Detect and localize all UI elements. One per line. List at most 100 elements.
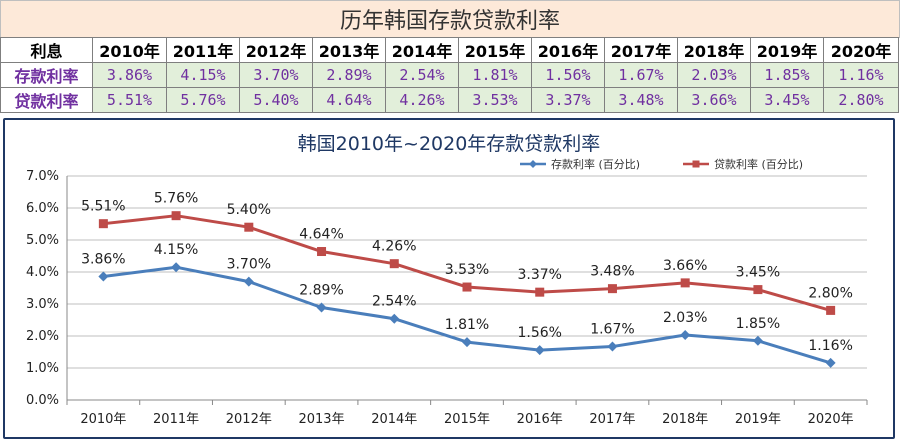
data-label: 3.66%: [663, 258, 707, 274]
data-label: 5.40%: [227, 202, 271, 218]
legend-marker: [529, 160, 537, 168]
data-label: 2.89%: [299, 283, 343, 299]
table-cell[interactable]: 2.54%: [385, 62, 459, 88]
table-cell[interactable]: 1.16%: [823, 62, 899, 88]
data-label: 1.67%: [590, 322, 634, 338]
y-tick-label: 3.0%: [26, 297, 59, 312]
table-cell[interactable]: 3.86%: [92, 62, 167, 88]
data-point: [244, 222, 254, 232]
data-label: 3.53%: [445, 262, 489, 278]
y-tick-label: 6.0%: [26, 201, 59, 216]
table-header-label[interactable]: 利息: [0, 37, 93, 63]
data-label: 4.64%: [299, 227, 343, 243]
x-tick-label: 2012年: [226, 412, 272, 427]
row-label-deposit[interactable]: 存款利率: [0, 62, 93, 88]
data-point: [826, 305, 836, 315]
data-point: [317, 247, 327, 257]
data-label: 3.48%: [590, 264, 634, 280]
chart-title: 韩国2010年~2020年存款贷款利率: [298, 133, 601, 155]
table-cell[interactable]: 1.67%: [604, 62, 678, 88]
data-label: 4.26%: [372, 239, 416, 255]
table-row-loan: 贷款利率 5.51% 5.76% 5.40% 4.64% 4.26% 3.53%…: [0, 87, 899, 113]
year-header[interactable]: 2017年: [604, 37, 678, 63]
y-tick-label: 0.0%: [26, 393, 59, 408]
x-tick-label: 2013年: [298, 412, 344, 427]
data-point: [752, 335, 763, 346]
data-label: 1.56%: [517, 325, 561, 341]
table-cell[interactable]: 4.64%: [312, 87, 386, 113]
table-cell[interactable]: 3.53%: [458, 87, 532, 113]
y-tick-label: 1.0%: [26, 361, 59, 376]
data-point: [171, 262, 182, 273]
year-header[interactable]: 2019年: [750, 37, 824, 63]
table-cell[interactable]: 3.70%: [239, 62, 313, 88]
data-label: 3.70%: [227, 257, 271, 273]
line-chart[interactable]: 韩国2010年~2020年存款贷款利率 0.0% 1.0% 2.0% 3.0% 4.0% 5…: [3, 118, 895, 439]
table-cell[interactable]: 2.80%: [823, 87, 899, 113]
y-tick-label: 4.0%: [26, 265, 59, 280]
data-label: 3.86%: [81, 251, 125, 267]
data-label: 2.03%: [663, 310, 707, 326]
x-tick-label: 2018年: [662, 412, 708, 427]
y-tick-label: 7.0%: [26, 169, 59, 184]
table-cell[interactable]: 2.89%: [312, 62, 386, 88]
x-tick-label: 2019年: [735, 412, 781, 427]
table-cell[interactable]: 5.40%: [239, 87, 313, 113]
data-point: [389, 313, 400, 324]
table-cell[interactable]: 3.66%: [677, 87, 751, 113]
data-label: 5.76%: [154, 191, 198, 207]
year-header[interactable]: 2015年: [458, 37, 532, 63]
table-cell[interactable]: 1.56%: [531, 62, 605, 88]
data-point: [389, 259, 399, 269]
data-label: 2.80%: [808, 285, 852, 301]
table-cell[interactable]: 4.26%: [385, 87, 459, 113]
year-header[interactable]: 2011年: [166, 37, 240, 63]
x-tick-label: 2020年: [808, 412, 854, 427]
y-tick-label: 2.0%: [26, 329, 59, 344]
data-point: [535, 287, 545, 297]
table-cell[interactable]: 1.81%: [458, 62, 532, 88]
data-point: [753, 285, 763, 295]
year-header[interactable]: 2013年: [312, 37, 386, 63]
table-cell[interactable]: 3.45%: [750, 87, 824, 113]
year-header[interactable]: 2016年: [531, 37, 605, 63]
table-row-deposit: 存款利率 3.86% 4.15% 3.70% 2.89% 2.54% 1.81%…: [0, 62, 899, 88]
series-line: [103, 265, 832, 365]
data-point: [825, 357, 836, 368]
data-label: 1.81%: [445, 317, 489, 333]
legend-label: 存款利率 (百分比): [551, 157, 640, 171]
year-header[interactable]: 2010年: [92, 37, 167, 63]
table-cell[interactable]: 3.37%: [531, 87, 605, 113]
table-cell[interactable]: 1.85%: [750, 62, 824, 88]
x-tick-label: 2011年: [153, 412, 199, 427]
year-header[interactable]: 2014年: [385, 37, 459, 63]
data-point: [98, 271, 109, 282]
data-point: [243, 276, 254, 287]
year-header[interactable]: 2018年: [677, 37, 751, 63]
legend-marker: [692, 160, 700, 168]
data-point: [462, 282, 472, 292]
data-point: [534, 345, 545, 356]
x-tick-label: 2017年: [589, 412, 635, 427]
y-tick-label: 5.0%: [26, 233, 59, 248]
row-label-loan[interactable]: 贷款利率: [0, 87, 93, 113]
data-point: [98, 219, 108, 229]
year-header[interactable]: 2020年: [823, 37, 899, 63]
data-point: [607, 284, 617, 294]
rate-table: 利息 2010年 2011年 2012年 2013年 2014年 2015年 2…: [0, 37, 899, 113]
data-label: 2.54%: [372, 294, 416, 310]
data-point: [316, 302, 327, 313]
table-cell[interactable]: 5.51%: [92, 87, 167, 113]
data-point: [462, 337, 472, 348]
x-tick-label: 2010年: [80, 412, 126, 427]
table-cell[interactable]: 3.48%: [604, 87, 678, 113]
table-cell[interactable]: 5.76%: [166, 87, 240, 113]
table-cell[interactable]: 2.03%: [677, 62, 751, 88]
data-label: 3.37%: [517, 267, 561, 283]
year-header[interactable]: 2012年: [239, 37, 313, 63]
x-tick-label: 2016年: [517, 412, 563, 427]
table-cell[interactable]: 4.15%: [166, 62, 240, 88]
data-label: 4.15%: [154, 242, 198, 258]
data-point: [680, 330, 691, 341]
